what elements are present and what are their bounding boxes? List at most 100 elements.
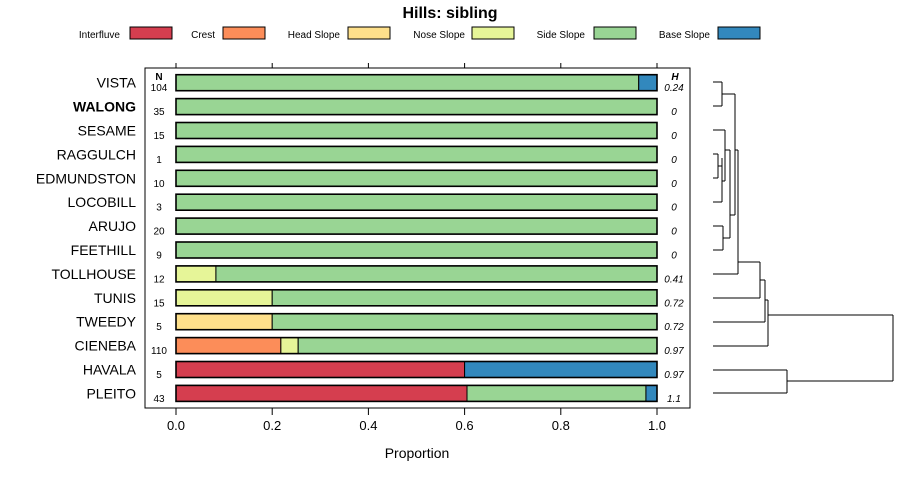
legend-swatch-head-slope <box>347 26 391 40</box>
h-value-raggulch: 0 <box>671 155 677 166</box>
bar-segment-cieneba-side-slope <box>297 337 658 355</box>
n-value-locobill: 3 <box>156 203 162 214</box>
bar-outline-feethill <box>175 241 658 259</box>
row-label-havala: HAVALA <box>83 362 137 378</box>
h-header: H <box>671 72 679 83</box>
h-value-sesame: 0 <box>671 131 677 142</box>
bar-segment-pleito-interfluve <box>175 384 468 402</box>
bar-segment-vista-side-slope <box>175 74 640 92</box>
bar-segment-tunis-side-slope <box>271 289 658 307</box>
bar-segment-arujo-side-slope <box>175 217 658 235</box>
dendrogram <box>713 81 894 394</box>
n-value-feethill: 9 <box>156 251 162 262</box>
x-tick-label-2: 0.4 <box>359 418 377 433</box>
row-label-walong: WALONG <box>73 99 136 115</box>
bar-segment-walong-side-slope <box>175 98 658 116</box>
chart-title: Hills: sibling <box>402 5 497 22</box>
row-label-pleito: PLEITO <box>86 385 136 401</box>
bar-outline-cieneba <box>175 336 658 355</box>
n-value-tweedy: 5 <box>156 322 162 333</box>
legend-swatch-side-slope <box>593 26 637 40</box>
bar-outline-vista <box>175 73 658 92</box>
bar-outline-edmundston <box>175 169 658 188</box>
bar-outline-havala <box>175 360 658 379</box>
n-value-edmundston: 10 <box>153 179 165 190</box>
h-value-arujo: 0 <box>671 227 677 238</box>
h-value-locobill: 0 <box>671 203 677 214</box>
h-value-tunis: 0.72 <box>664 298 684 309</box>
n-value-tunis: 15 <box>153 298 165 309</box>
bar-segment-pleito-side-slope <box>466 384 647 402</box>
bar-segment-cieneba-nose-slope <box>280 337 299 355</box>
bar-segment-raggulch-side-slope <box>175 145 658 163</box>
x-tick-label-5: 1.0 <box>648 418 666 433</box>
row-label-locobill: LOCOBILL <box>68 194 137 210</box>
bars <box>175 73 658 403</box>
bar-outline-locobill <box>175 193 658 211</box>
bar-segment-tweedy-head-slope <box>175 313 273 331</box>
x-tick-label-0: 0.0 <box>167 418 185 433</box>
bar-outline-sesame <box>175 121 658 140</box>
h-value-pleito: 1.1 <box>667 394 681 405</box>
n-value-havala: 5 <box>156 370 162 381</box>
legend-swatch-base-slope <box>717 26 761 40</box>
n-value-tollhouse: 12 <box>153 274 165 285</box>
n-value-walong: 35 <box>153 107 165 118</box>
h-value-cieneba: 0.97 <box>664 346 684 357</box>
bar-segment-tollhouse-side-slope <box>215 265 658 283</box>
plot-frame <box>144 67 691 409</box>
bar-segment-edmundston-side-slope <box>175 169 658 187</box>
row-label-tunis: TUNIS <box>94 290 136 306</box>
bar-segment-havala-base-slope <box>464 361 658 378</box>
h-value-walong: 0 <box>671 107 677 118</box>
legend-swatch-nose-slope <box>471 26 515 40</box>
x-tick-label-3: 0.6 <box>456 418 474 433</box>
row-label-arujo: ARUJO <box>89 218 137 234</box>
bar-segment-cieneba-crest <box>175 337 282 355</box>
row-label-tweedy: TWEEDY <box>76 314 137 330</box>
bar-segment-locobill-side-slope <box>175 193 658 211</box>
legend-label-nose-slope: Nose Slope <box>413 30 465 41</box>
bar-segment-havala-interfluve <box>175 361 466 378</box>
legend-label-interfluve: Interfluve <box>79 30 121 41</box>
h-value-vista: 0.24 <box>664 83 684 94</box>
h-value-havala: 0.97 <box>664 370 684 381</box>
bar-outline-tweedy <box>175 312 658 331</box>
row-label-feethill: FEETHILL <box>71 242 137 258</box>
x-axis: 0.0 0.2 0.4 0.6 0.8 1.0 <box>167 63 666 433</box>
x-tick-label-1: 0.2 <box>263 418 281 433</box>
n-value-raggulch: 1 <box>156 155 162 166</box>
row-label-edmundston: EDMUNDSTON <box>36 170 136 186</box>
bar-segment-tweedy-side-slope <box>271 313 658 331</box>
legend-label-head-slope: Head Slope <box>288 30 341 41</box>
legend-swatch-crest <box>222 26 266 40</box>
legend-swatch-interfluve <box>129 26 173 40</box>
bar-segment-pleito-base-slope <box>645 384 658 402</box>
n-value-pleito: 43 <box>153 394 165 405</box>
n-header: N <box>155 72 162 83</box>
h-value-tollhouse: 0.41 <box>664 274 683 285</box>
n-value-cieneba: 110 <box>151 346 167 357</box>
legend-label-side-slope: Side Slope <box>537 30 586 41</box>
bar-outline-walong <box>175 97 658 116</box>
bar-segment-sesame-side-slope <box>175 122 658 139</box>
bar-segment-tunis-nose-slope <box>175 289 273 307</box>
bar-outline-pleito <box>175 384 658 403</box>
n-value-sesame: 15 <box>153 131 165 142</box>
bar-outline-tollhouse <box>175 265 658 283</box>
bar-outline-raggulch <box>175 145 658 164</box>
x-tick-label-4: 0.8 <box>552 418 570 433</box>
bar-segment-tollhouse-nose-slope <box>175 265 217 283</box>
bar-outline-arujo <box>175 217 658 235</box>
h-value-tweedy: 0.72 <box>664 322 684 333</box>
bar-outline-tunis <box>175 288 658 307</box>
legend-label-base-slope: Base Slope <box>659 30 711 41</box>
n-value-vista: 104 <box>151 83 168 94</box>
row-label-sesame: SESAME <box>78 123 136 139</box>
h-value-feethill: 0 <box>671 251 677 262</box>
row-label-vista: VISTA <box>97 75 137 91</box>
x-axis-title: Proportion <box>385 445 450 461</box>
row-label-cieneba: CIENEBA <box>75 338 137 354</box>
